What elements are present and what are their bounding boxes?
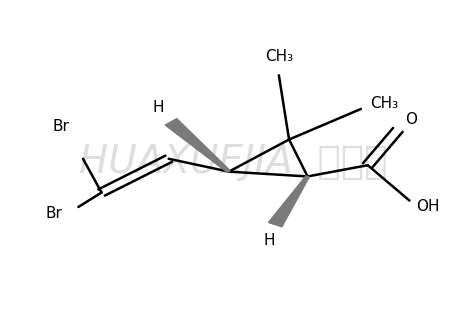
- Text: Br: Br: [45, 206, 62, 221]
- Text: Br: Br: [52, 119, 69, 134]
- Text: HUAXUEJIA  化学加: HUAXUEJIA 化学加: [79, 143, 388, 181]
- Text: O: O: [405, 112, 417, 127]
- Text: CH₃: CH₃: [265, 49, 293, 64]
- Polygon shape: [269, 176, 309, 227]
- Text: H: H: [264, 233, 276, 248]
- Text: OH: OH: [417, 200, 440, 214]
- Text: H: H: [153, 100, 164, 115]
- Polygon shape: [165, 119, 230, 172]
- Text: CH₃: CH₃: [370, 96, 398, 111]
